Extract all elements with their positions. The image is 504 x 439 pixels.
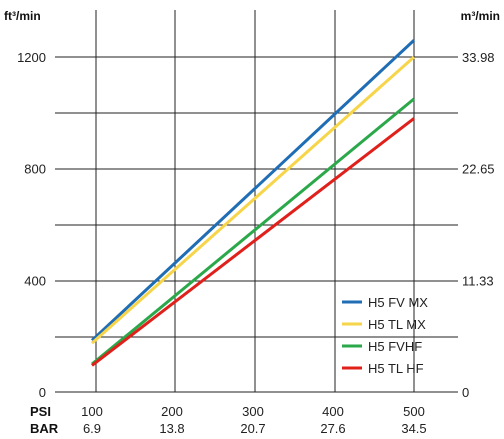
series-lines: [90, 39, 416, 367]
psi-tick-label: 500: [403, 404, 425, 419]
bar-tick-label: 27.6: [320, 421, 345, 436]
left-y-ticks: 0 400 800 1200: [17, 50, 46, 400]
left-y-tick-label: 800: [24, 162, 46, 177]
bar-row-label: BAR: [30, 421, 59, 436]
legend-label: H5 TL MX: [368, 317, 426, 332]
psi-tick-label: 400: [322, 404, 344, 419]
right-y-tick-label: 0: [462, 385, 469, 400]
bar-tick-label: 13.8: [159, 421, 184, 436]
legend-label: H5 FV MX: [368, 295, 428, 310]
series-line: [91, 117, 415, 367]
legend-label: H5 FVHF: [368, 339, 422, 354]
bar-tick-label: 34.5: [401, 421, 426, 436]
right-axis-unit: m³/min: [461, 9, 500, 23]
left-y-tick-label: 400: [24, 273, 46, 288]
psi-tick-label: 200: [161, 404, 183, 419]
series-line: [90, 39, 416, 342]
right-y-tick-label: 22.65: [462, 162, 495, 177]
bar-tick-label: 20.7: [240, 421, 265, 436]
right-y-tick-label: 11.33: [462, 273, 494, 288]
psi-tick-label: 300: [242, 404, 264, 419]
left-axis-unit: ft³/min: [4, 9, 41, 23]
psi-row-label: PSI: [30, 404, 51, 419]
series-line: [91, 97, 415, 366]
legend-label: H5 TL HF: [368, 361, 424, 376]
psi-tick-label: 100: [81, 404, 103, 419]
bar-tick-label: 6.9: [83, 421, 101, 436]
series-line: [91, 55, 415, 345]
grid: [55, 10, 458, 393]
right-y-tick-label: 33.98: [462, 50, 495, 65]
legend: H5 FV MX H5 TL MX H5 FVHF H5 TL HF: [342, 295, 428, 376]
right-y-ticks: 0 11.33 22.65 33.98: [462, 50, 495, 400]
left-y-tick-label: 0: [39, 385, 46, 400]
x-ticks: 100 200 300 400 500 6.9 13.8 20.7 27.6 34.5: [81, 404, 427, 436]
left-y-tick-label: 1200: [17, 50, 46, 65]
